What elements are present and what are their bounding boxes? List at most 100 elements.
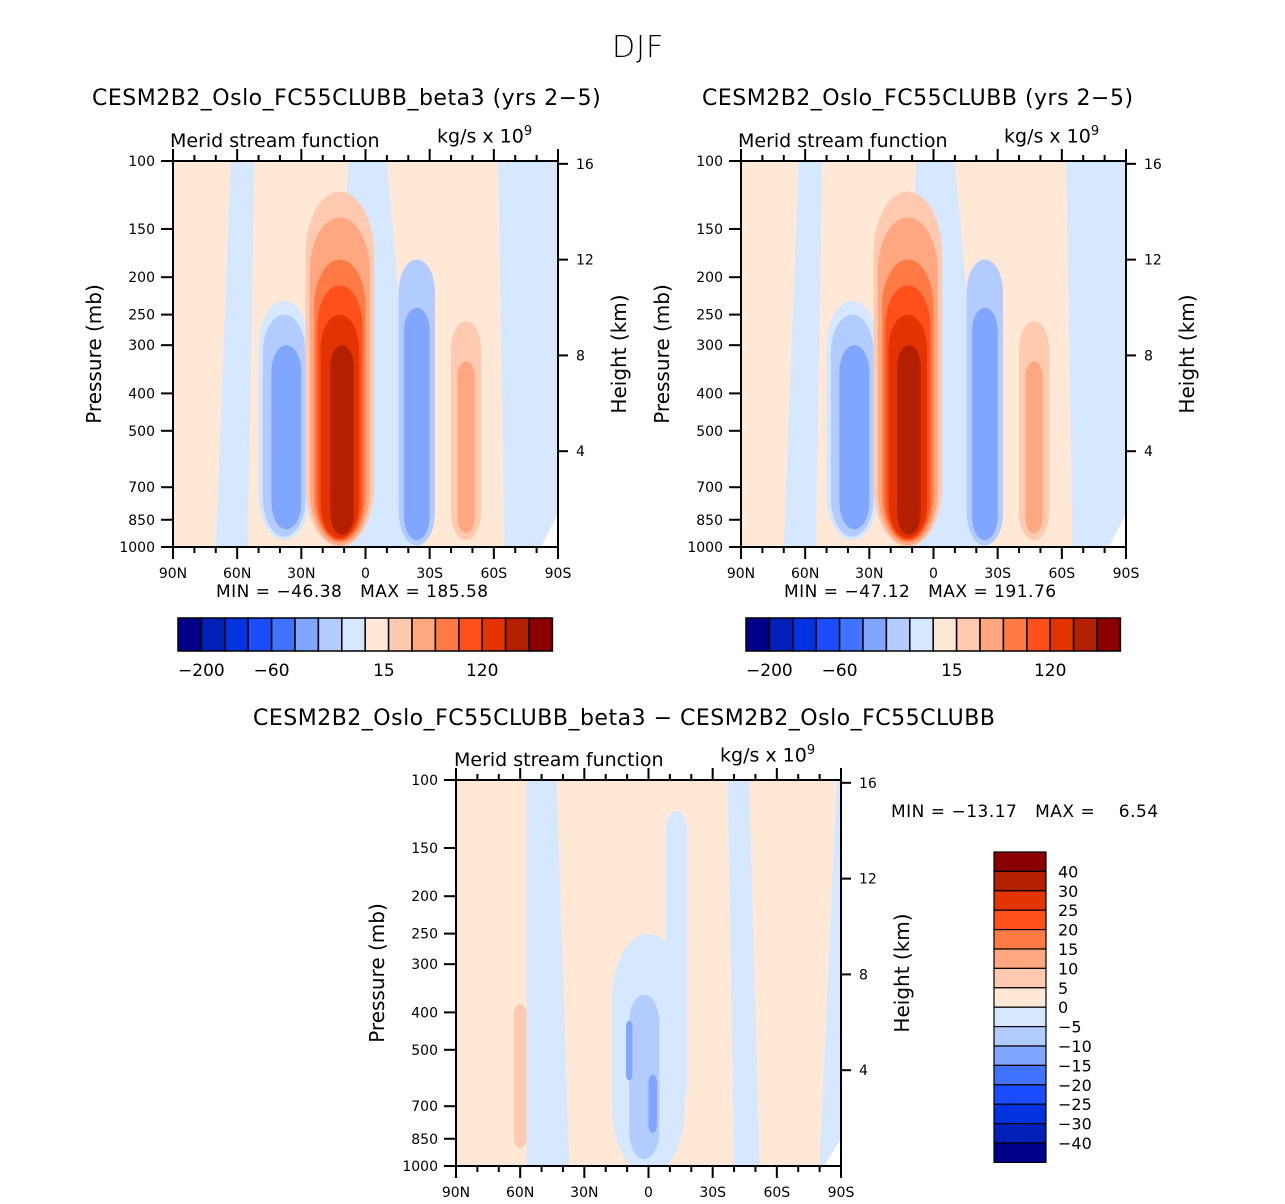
- panel-diff-title: CESM2B2_Oslo_FC55CLUBB_beta3 − CESM2B2_O…: [253, 706, 996, 731]
- y-tick-label: 500: [128, 424, 155, 440]
- y-tick-label: 500: [411, 1043, 438, 1059]
- panel-right-title: CESM2B2_Oslo_FC55CLUBB (yrs 2−5): [702, 86, 1134, 111]
- colorbar-box: [993, 987, 1047, 1008]
- y-tick-label: 700: [411, 1099, 438, 1115]
- cell-sh-neg-2: [404, 307, 430, 541]
- panel-right-colorbar: −200 −60 15 120: [745, 617, 1122, 681]
- colorbar-label: −200: [746, 661, 793, 681]
- y2-axis-label: Height (km): [1175, 294, 1199, 413]
- y-tick-label: 300: [411, 957, 438, 973]
- colorbar-box: [993, 967, 1047, 989]
- y-tick-label: 1000: [402, 1159, 438, 1175]
- colorbar-label: −200: [178, 661, 225, 681]
- colorbar-label: −15: [1058, 1056, 1092, 1075]
- units-exponent: 9: [1090, 124, 1100, 139]
- x-tick-label: 0: [929, 566, 938, 582]
- units-text: kg/s x 10: [437, 125, 524, 148]
- cell-nh-neg-3: [271, 345, 302, 530]
- cell-tropical-neg-5: [648, 1074, 658, 1133]
- panel-diff-units: kg/s x 109: [720, 743, 815, 766]
- y2-tick-label: 4: [1144, 444, 1153, 460]
- cell-nh-neg-3: [839, 345, 870, 530]
- colorbar-box: [1096, 617, 1122, 652]
- colorbar-box: [993, 1026, 1047, 1047]
- y2-axis-label: Height (km): [890, 913, 914, 1032]
- panel-diff-minmax: MIN = −13.17 MAX = 6.54: [891, 802, 1159, 822]
- colorbar-label: 40: [1058, 862, 1078, 881]
- x-tick-label: 90S: [828, 1185, 855, 1201]
- y-tick-label: 300: [696, 338, 723, 354]
- colorbar-label: −25: [1058, 1095, 1092, 1114]
- units-exponent: 9: [523, 124, 533, 139]
- colorbar-box: [993, 1064, 1047, 1086]
- cell-sh-neg-2: [972, 307, 998, 541]
- y-tick-label: 850: [128, 513, 155, 529]
- y-tick-label: 1000: [687, 540, 723, 556]
- y-tick-label: 400: [128, 386, 155, 402]
- y-tick-label: 100: [128, 154, 155, 170]
- y-tick-label: 250: [696, 308, 723, 324]
- x-tick-label: 90N: [442, 1185, 470, 1201]
- y-tick-label: 150: [128, 222, 155, 238]
- min-value: MIN = −47.12: [784, 582, 911, 602]
- y-tick-label: 200: [411, 889, 438, 905]
- x-tick-label: 0: [361, 566, 370, 582]
- cell-sh-pos-2: [457, 361, 475, 534]
- y-tick-label: 100: [696, 154, 723, 170]
- panel-right-units: kg/s x 109: [1004, 124, 1099, 147]
- x-tick-label: 60N: [223, 566, 251, 582]
- y-tick-label: 150: [696, 222, 723, 238]
- colorbar-label: 30: [1058, 882, 1078, 901]
- x-tick-label: 60S: [763, 1185, 790, 1201]
- y-tick-label: 850: [696, 513, 723, 529]
- y-tick-label: 1000: [119, 540, 155, 556]
- y2-tick-label: 12: [1144, 253, 1162, 269]
- y-tick-label: 200: [128, 270, 155, 286]
- colorbar-box: [993, 948, 1047, 969]
- cell-positive-60n: [513, 1003, 527, 1149]
- x-tick-label: 90S: [1113, 566, 1140, 582]
- colorbar-label: 15: [941, 661, 963, 681]
- y2-tick-label: 12: [859, 872, 877, 888]
- colorbar-box: [993, 1103, 1047, 1125]
- colorbar-box: [993, 1045, 1047, 1066]
- contour-field: [741, 161, 1126, 547]
- cell-hadley-6: [330, 345, 354, 535]
- colorbar-label: −20: [1058, 1076, 1092, 1095]
- units-text: kg/s x 10: [720, 744, 807, 767]
- x-tick-label: 0: [644, 1185, 653, 1201]
- units-exponent: 9: [806, 743, 816, 758]
- colorbar-box: [993, 1006, 1047, 1028]
- y2-tick-label: 8: [1144, 348, 1153, 364]
- y-tick-label: 250: [411, 927, 438, 943]
- x-tick-label: 30N: [855, 566, 883, 582]
- x-tick-label: 30N: [570, 1185, 598, 1201]
- cell-tropical-neg-2: [665, 810, 687, 1107]
- contour-band-negative-40s: [727, 780, 760, 1166]
- colorbar-label: −60: [822, 661, 858, 681]
- contour-band-negative-nh: [215, 161, 255, 547]
- contour-band-negative-45n: [526, 780, 570, 1166]
- x-tick-label: 60N: [791, 566, 819, 582]
- y2-tick-label: 16: [576, 157, 594, 173]
- x-tick-label: 90S: [545, 566, 572, 582]
- colorbar-label: 15: [1058, 940, 1078, 959]
- colorbar-label: 0: [1058, 998, 1068, 1017]
- y2-tick-label: 8: [859, 967, 868, 983]
- x-tick-label: 30N: [287, 566, 315, 582]
- colorbar-box: [993, 1142, 1047, 1163]
- cell-sh-pos-2: [1025, 361, 1043, 534]
- y-axis-label: Pressure (mb): [365, 903, 389, 1043]
- y2-tick-label: 4: [576, 444, 585, 460]
- contour-field: [173, 161, 558, 547]
- contour-field: [456, 780, 841, 1166]
- y-tick-label: 200: [696, 270, 723, 286]
- colorbar-box: [993, 890, 1047, 911]
- panel-left-colorbar: −200 −60 15 120: [177, 617, 554, 681]
- colorbar-box: [993, 928, 1047, 950]
- y-tick-label: 700: [696, 480, 723, 496]
- y-axis-label: Pressure (mb): [82, 284, 106, 424]
- y-tick-label: 500: [696, 424, 723, 440]
